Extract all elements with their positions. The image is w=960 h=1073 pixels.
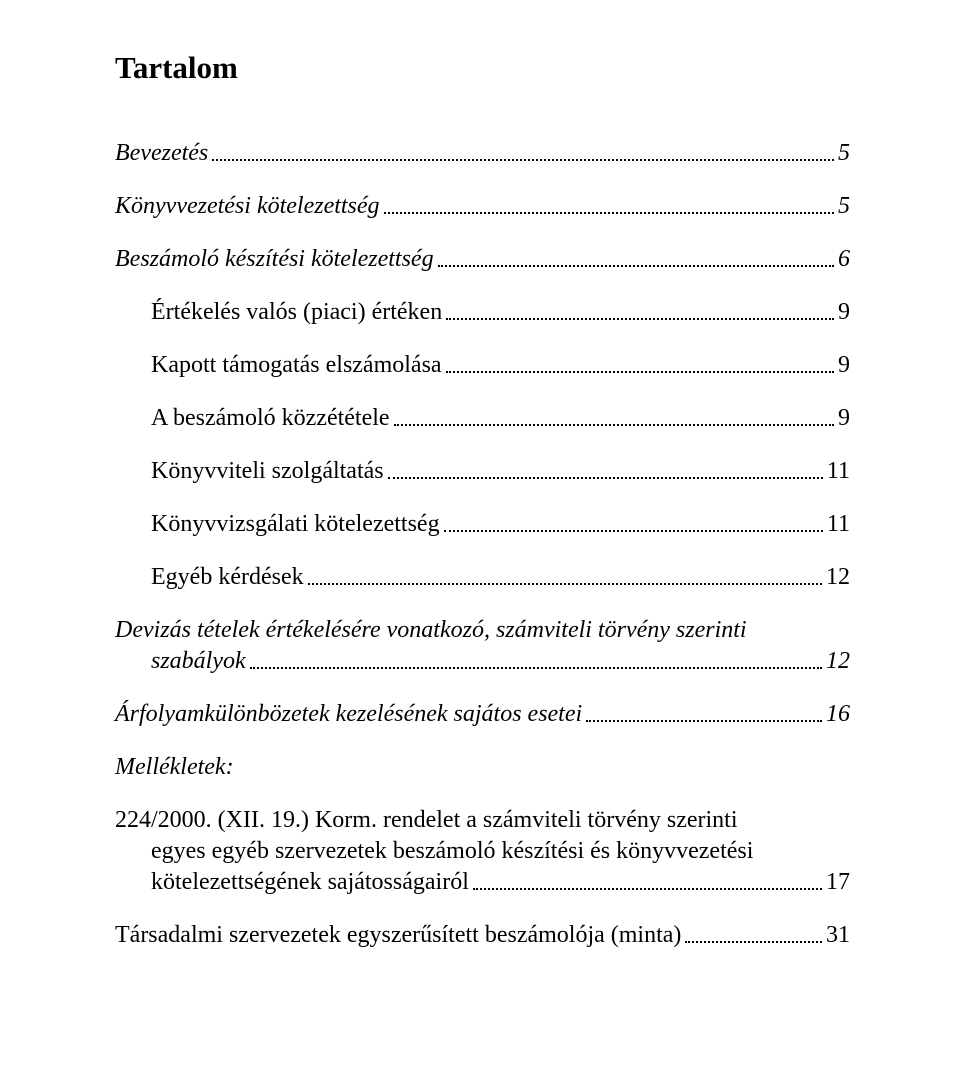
toc-label: Egyéb kérdések: [151, 564, 304, 591]
toc-leader: [250, 667, 822, 669]
toc-label: Kapott támogatás elszámolása: [151, 352, 442, 379]
toc-leader: [473, 888, 822, 890]
toc-label-line1: 224/2000. (XII. 19.) Korm. rendelet a sz…: [115, 807, 850, 834]
toc-label: A beszámoló közzététele: [151, 405, 390, 432]
toc-pagenum: 9: [838, 299, 850, 326]
toc-leader: [685, 941, 822, 943]
toc-label: Értékelés valós (piaci) értéken: [151, 299, 442, 326]
toc-label: Árfolyamkülönbözetek kezelésének sajátos…: [115, 701, 582, 728]
toc-leader: [212, 159, 834, 161]
toc-pagenum: 11: [827, 511, 850, 538]
toc-label: Könyvvezetési kötelezettség: [115, 193, 380, 220]
toc-pagenum: 9: [838, 405, 850, 432]
toc-pagenum: 12: [826, 648, 850, 675]
toc-entry: Könyvviteli szolgáltatás 11: [115, 458, 850, 485]
toc-entry: Beszámoló készítési kötelezettség 6: [115, 246, 850, 273]
toc-pagenum: 6: [838, 246, 850, 273]
toc-leader: [446, 318, 834, 320]
toc-pagenum: 5: [838, 193, 850, 220]
toc-leader: [308, 583, 822, 585]
toc-label: Könyvviteli szolgáltatás: [151, 458, 384, 485]
appendix-heading: Mellékletek:: [115, 754, 850, 781]
toc-pagenum: 5: [838, 140, 850, 167]
table-of-contents: Bevezetés 5 Könyvvezetési kötelezettség …: [115, 140, 850, 949]
toc-entry: Társadalmi szervezetek egyszerűsített be…: [115, 922, 850, 949]
toc-entry: Egyéb kérdések 12: [115, 564, 850, 591]
toc-leader: [394, 424, 834, 426]
toc-label: Társadalmi szervezetek egyszerűsített be…: [115, 922, 681, 949]
toc-pagenum: 11: [827, 458, 850, 485]
toc-pagenum: 31: [826, 922, 850, 949]
toc-entry: 224/2000. (XII. 19.) Korm. rendelet a sz…: [115, 807, 850, 896]
toc-entry: Könyvvizsgálati kötelezettség 11: [115, 511, 850, 538]
toc-label-line1: Devizás tételek értékelésére vonatkozó, …: [115, 617, 850, 644]
toc-entry: Bevezetés 5: [115, 140, 850, 167]
toc-leader: [446, 371, 834, 373]
toc-entry: Könyvvezetési kötelezettség 5: [115, 193, 850, 220]
toc-pagenum: 17: [826, 869, 850, 896]
toc-label-line3: kötelezettségének sajátosságairól: [151, 869, 469, 896]
toc-entry: Árfolyamkülönbözetek kezelésének sajátos…: [115, 701, 850, 728]
page-title: Tartalom: [115, 50, 850, 86]
toc-pagenum: 16: [826, 701, 850, 728]
toc-entry: Értékelés valós (piaci) értéken 9: [115, 299, 850, 326]
toc-pagenum: 9: [838, 352, 850, 379]
toc-entry: Kapott támogatás elszámolása 9: [115, 352, 850, 379]
toc-entry: Devizás tételek értékelésére vonatkozó, …: [115, 617, 850, 675]
toc-label: Beszámoló készítési kötelezettség: [115, 246, 434, 273]
toc-leader: [438, 265, 834, 267]
toc-label: Könyvvizsgálati kötelezettség: [151, 511, 440, 538]
toc-leader: [388, 477, 823, 479]
toc-leader: [444, 530, 823, 532]
toc-leader: [586, 720, 822, 722]
toc-entry: A beszámoló közzététele 9: [115, 405, 850, 432]
toc-leader: [384, 212, 834, 214]
toc-pagenum: 12: [826, 564, 850, 591]
toc-label: Bevezetés: [115, 140, 208, 167]
toc-label-line2: egyes egyéb szervezetek beszámoló készít…: [115, 838, 850, 865]
toc-label-line2: szabályok: [151, 648, 246, 675]
